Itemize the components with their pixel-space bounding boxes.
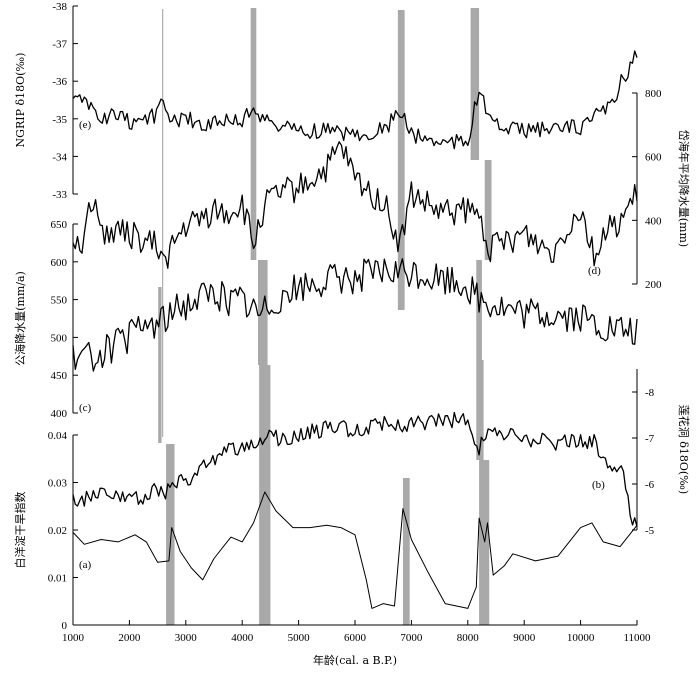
y-tick-label-d: 600 xyxy=(645,152,662,164)
x-tick-label: 3000 xyxy=(175,632,198,644)
y-tick-label-d: 800 xyxy=(645,88,662,100)
event-band xyxy=(484,160,492,260)
event-band xyxy=(476,360,484,460)
y-axis-title-c: 公海降水量(mm/a) xyxy=(13,271,27,366)
y-tick-label-c: 650 xyxy=(51,219,68,231)
y-tick-label-a: 0.01 xyxy=(48,573,67,585)
event-band xyxy=(166,444,175,625)
series-line-e xyxy=(72,50,638,150)
x-tick-label: 6000 xyxy=(344,632,367,644)
panel-tag-d: (d) xyxy=(588,265,601,277)
series-line-a xyxy=(72,491,638,609)
y-axis-title-e: NGRIP δ18O(‰) xyxy=(14,53,27,148)
y-tick-label-c: 400 xyxy=(51,408,68,420)
event-band xyxy=(479,460,490,625)
y-tick-label-b: -7 xyxy=(645,433,655,445)
event-band xyxy=(158,287,162,443)
series-line-c xyxy=(72,258,638,372)
x-tick-label: 1000 xyxy=(62,632,85,644)
y-axis-title-d: 岱海年平均降水量(mm) xyxy=(677,130,691,247)
y-tick-label-b: -5 xyxy=(645,525,655,537)
axes: -38 -37 -36 -35 -34 -33 NGRIP δ18O(‰) (e) 200 400… xyxy=(13,1,691,667)
event-band xyxy=(250,8,257,260)
event-band xyxy=(257,260,268,365)
event-band xyxy=(470,8,480,160)
y-tick-label-e: -34 xyxy=(52,151,67,163)
panel-tag-e: (e) xyxy=(79,119,92,131)
y-tick-label-d: 400 xyxy=(645,215,662,227)
x-tick-label: 2000 xyxy=(118,632,141,644)
x-tick-label: 7000 xyxy=(400,632,423,644)
y-tick-label-a: 0.04 xyxy=(48,430,68,442)
y-tick-label-a: 0.02 xyxy=(48,525,67,537)
x-tick-label: 4000 xyxy=(231,632,254,644)
y-tick-label-e: -36 xyxy=(52,76,67,88)
y-tick-label-c: 550 xyxy=(51,295,68,307)
y-tick-label-e: -35 xyxy=(52,114,67,126)
y-tick-label-c: 450 xyxy=(51,370,68,382)
y-tick-label-a: 0 xyxy=(62,620,68,632)
y-tick-label-b: -6 xyxy=(645,479,655,491)
y-axis-title-b: 莲花洞 δ18O(‰) xyxy=(677,405,690,494)
proxy-curves xyxy=(72,50,638,609)
panel-tag-c: (c) xyxy=(79,402,92,414)
x-tick-label: 10000 xyxy=(567,632,595,644)
y-tick-label-d: 200 xyxy=(645,279,662,291)
series-line-d xyxy=(72,141,638,269)
x-tick-label: 8000 xyxy=(457,632,480,644)
y-tick-label-e: -33 xyxy=(52,189,67,201)
y-tick-label-a: 0.03 xyxy=(48,478,68,490)
panel-tag-b: (b) xyxy=(592,479,605,491)
series-line-b xyxy=(72,411,638,527)
y-tick-label-e: -38 xyxy=(52,1,67,13)
panel-tag-a: (a) xyxy=(79,559,92,571)
x-tick-label: 9000 xyxy=(513,632,536,644)
y-axis-title-a: 白洋淀干旱指数 xyxy=(13,492,27,569)
x-axis-title: 年龄(cal. a B.P.) xyxy=(313,653,397,667)
y-tick-label-e: -37 xyxy=(52,39,67,51)
event-band xyxy=(402,478,410,625)
event-band xyxy=(162,9,164,437)
y-tick-label-b: -8 xyxy=(645,387,655,399)
y-tick-label-c: 500 xyxy=(51,332,68,344)
y-tick-label-c: 600 xyxy=(51,257,68,269)
event-band xyxy=(259,365,271,625)
event-bands xyxy=(158,8,492,625)
x-tick-label: 5000 xyxy=(288,632,311,644)
event-band xyxy=(397,10,405,310)
x-tick-label: 11000 xyxy=(623,632,651,644)
